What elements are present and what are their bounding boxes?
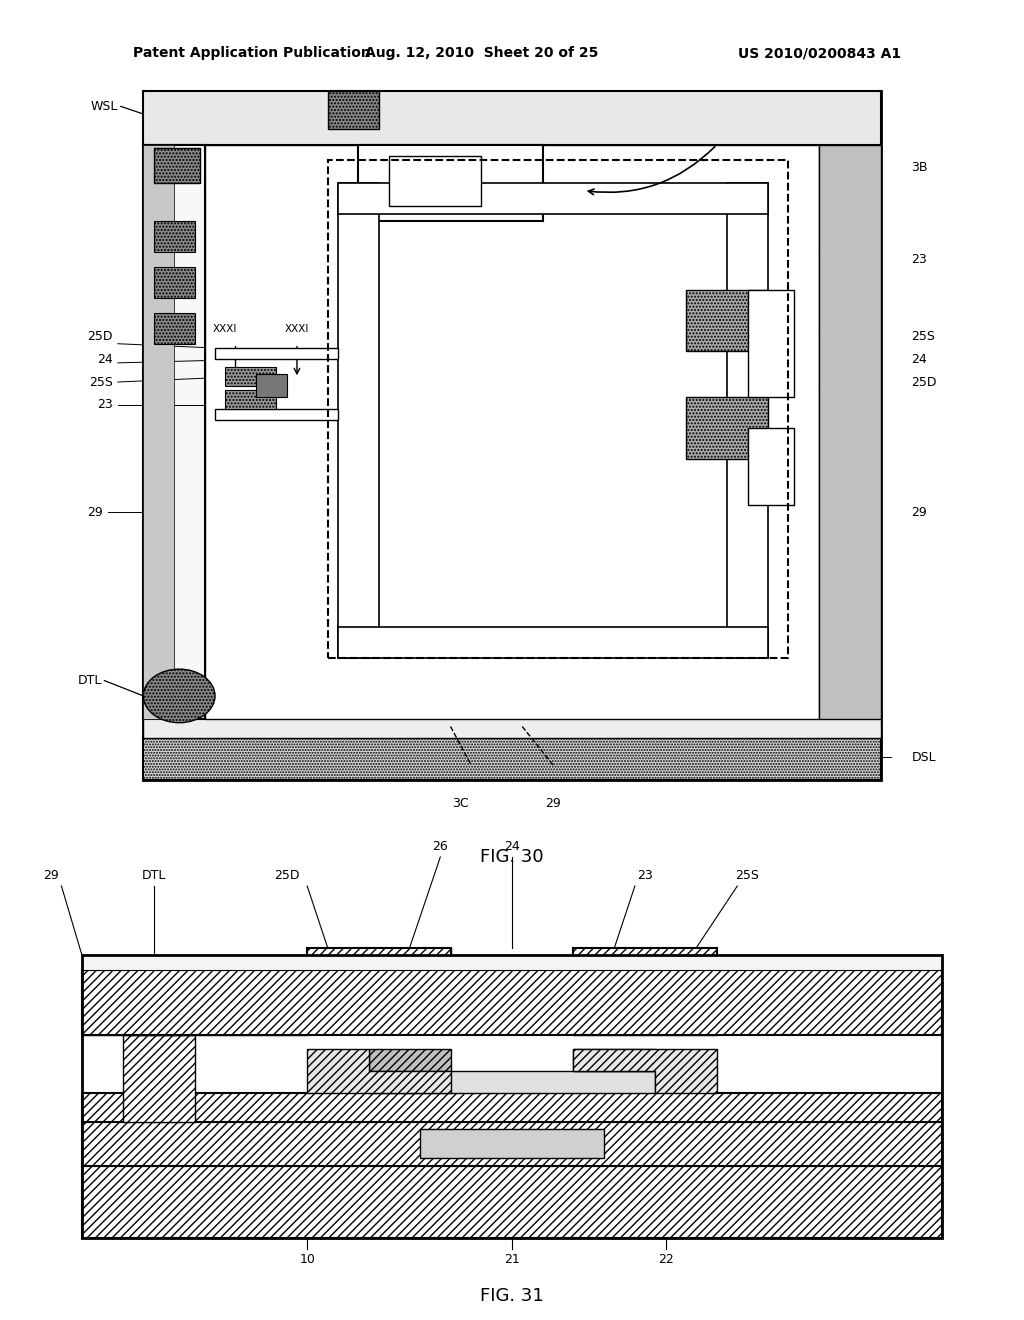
Text: 22: 22	[657, 1254, 674, 1266]
Bar	[215, 409, 338, 420]
Text: XXXI: XXXI	[285, 325, 309, 334]
Bar	[154, 222, 195, 252]
Text: 24: 24	[911, 352, 927, 366]
Bar	[82, 1093, 942, 1122]
Bar	[205, 145, 819, 719]
Text: 25D: 25D	[274, 869, 299, 882]
Bar	[338, 627, 768, 657]
Bar	[328, 91, 379, 129]
Bar	[154, 267, 195, 298]
Bar	[82, 956, 942, 1238]
Text: 29: 29	[911, 506, 927, 519]
Text: 23: 23	[637, 869, 653, 882]
Bar	[143, 715, 881, 738]
Text: 25S: 25S	[911, 330, 935, 343]
Text: 3C: 3C	[453, 796, 469, 809]
Bar	[82, 969, 942, 1035]
Text: 26: 26	[432, 840, 449, 853]
Bar	[358, 145, 543, 222]
Bar	[420, 1130, 604, 1159]
Polygon shape	[573, 1049, 717, 1093]
Text: 3B: 3B	[911, 161, 928, 174]
Bar	[143, 145, 174, 719]
Bar	[225, 367, 276, 385]
Bar	[82, 1166, 942, 1238]
Text: WSL: WSL	[90, 100, 118, 114]
Bar	[154, 148, 200, 183]
Bar	[819, 145, 881, 719]
Text: XXXI: XXXI	[213, 325, 238, 334]
Text: 10: 10	[299, 1254, 315, 1266]
Bar	[225, 389, 276, 409]
Bar	[573, 1049, 655, 1072]
Text: US 2010/0200843 A1: US 2010/0200843 A1	[738, 46, 901, 61]
Bar	[686, 397, 768, 458]
Text: 25S: 25S	[89, 375, 113, 388]
Text: 29: 29	[545, 796, 561, 809]
Bar	[748, 290, 794, 397]
Text: 29: 29	[43, 869, 59, 882]
Text: Patent Application Publication: Patent Application Publication	[133, 46, 371, 61]
Bar	[389, 156, 481, 206]
Polygon shape	[82, 948, 942, 1035]
Circle shape	[143, 669, 215, 723]
Text: DTL: DTL	[78, 675, 102, 688]
Bar	[143, 91, 881, 145]
Text: DSL: DSL	[911, 751, 936, 764]
Text: 25D: 25D	[911, 375, 937, 388]
Bar	[256, 375, 287, 397]
Polygon shape	[573, 948, 717, 1035]
Text: 21: 21	[504, 1254, 520, 1266]
Bar	[82, 1122, 942, 1166]
Text: DTL: DTL	[141, 869, 166, 882]
Text: 24: 24	[504, 840, 520, 853]
Text: FIG. 31: FIG. 31	[480, 1287, 544, 1305]
Text: 23: 23	[911, 253, 927, 267]
Bar	[328, 160, 788, 657]
Bar	[143, 145, 205, 719]
Bar	[727, 183, 768, 657]
Bar	[154, 313, 195, 343]
Bar	[82, 956, 942, 969]
Text: FIG. 30: FIG. 30	[480, 847, 544, 866]
Bar	[369, 1049, 451, 1072]
Text: Aug. 12, 2010  Sheet 20 of 25: Aug. 12, 2010 Sheet 20 of 25	[365, 46, 598, 61]
Bar	[143, 91, 881, 780]
Text: 25S: 25S	[735, 869, 760, 882]
Bar	[369, 1072, 655, 1093]
Bar	[748, 428, 794, 504]
Text: 25D: 25D	[87, 330, 113, 343]
Text: 24: 24	[97, 352, 113, 366]
Polygon shape	[82, 969, 348, 1035]
Bar	[215, 347, 338, 359]
Text: 29: 29	[87, 506, 102, 519]
Bar	[338, 183, 768, 214]
Polygon shape	[348, 948, 451, 991]
Bar	[123, 1035, 195, 1122]
Bar	[686, 290, 768, 351]
Bar	[338, 183, 379, 657]
Text: 23: 23	[97, 399, 113, 412]
Polygon shape	[307, 1049, 451, 1093]
Bar	[143, 738, 881, 780]
